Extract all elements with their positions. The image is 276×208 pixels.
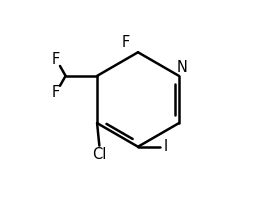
- Text: I: I: [164, 139, 168, 154]
- Text: N: N: [176, 60, 187, 75]
- Text: Cl: Cl: [92, 147, 107, 162]
- Text: F: F: [51, 52, 60, 67]
- Text: F: F: [51, 85, 60, 100]
- Text: F: F: [121, 35, 130, 50]
